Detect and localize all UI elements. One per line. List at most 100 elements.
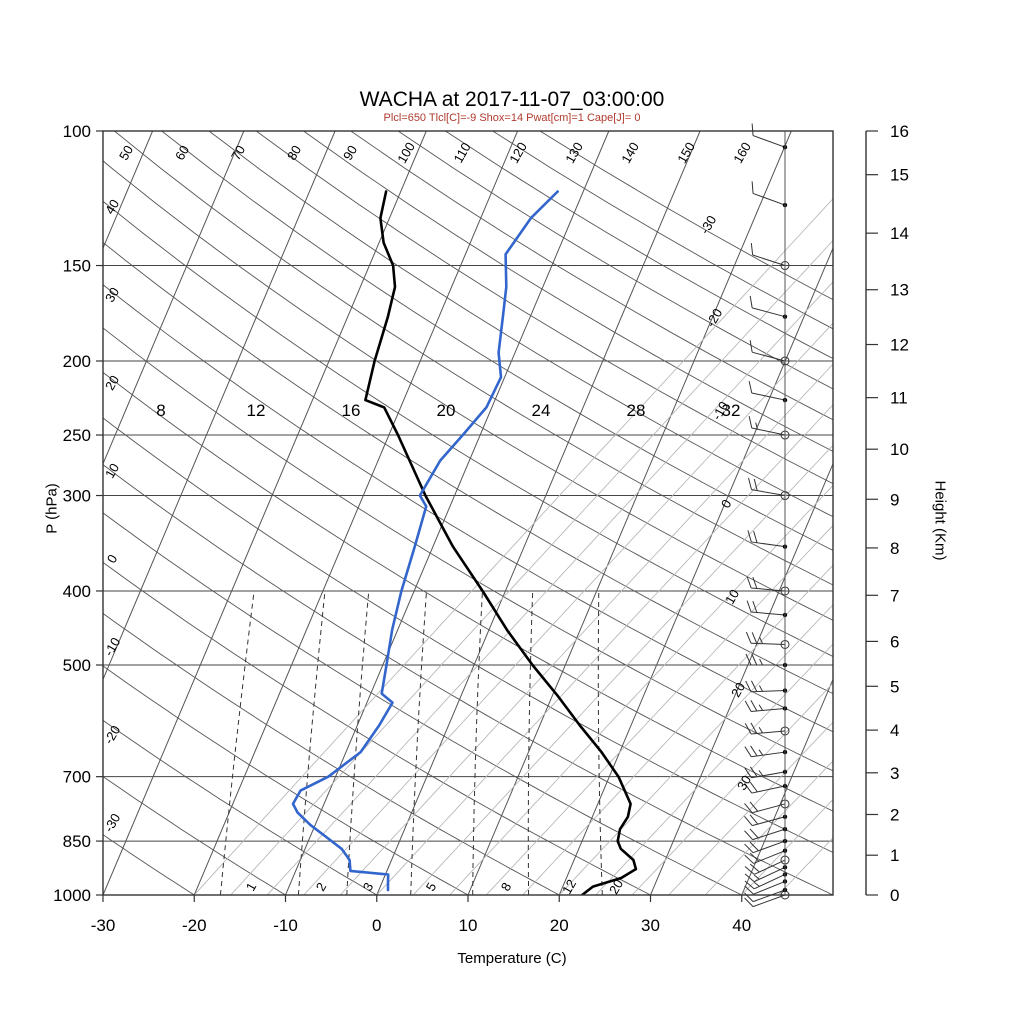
height-tick-label: 10 <box>890 440 909 459</box>
wind-barb <box>744 890 790 908</box>
sounding-indices-subtitle: Plcl=650 Tlcl[C]=-9 Shox=14 Pwat[cm]=1 C… <box>383 112 641 124</box>
height-tick-label: 4 <box>890 721 899 740</box>
wind-barb <box>751 181 788 208</box>
moist-adiabat-label: 32 <box>722 401 741 420</box>
wind-barb <box>747 530 788 549</box>
wind-barb <box>745 631 790 649</box>
height-tick-label: 1 <box>890 846 899 865</box>
temperature-tick-label: -10 <box>273 916 298 935</box>
dry-adiabat-left-label: -20 <box>101 723 123 747</box>
moist-adiabat-label: 20 <box>437 401 456 420</box>
moist-adiabat-label: 12 <box>247 401 266 420</box>
mixing-ratio-label: 2 <box>313 880 330 894</box>
wind-barb <box>744 745 788 758</box>
height-tick-label: 11 <box>890 389 908 408</box>
wind-barb <box>744 855 790 875</box>
height-tick-label: 9 <box>890 490 899 509</box>
temperature-profile-curve <box>364 190 638 895</box>
mixing-ratio-label: 5 <box>423 880 440 894</box>
dry-adiabat-left-label: 30 <box>102 285 122 305</box>
temperature-tick-label: -30 <box>91 916 116 935</box>
isotherm-right-label: -20 <box>703 306 725 330</box>
dewpoint-profile-curve <box>291 190 559 892</box>
dry-adiabat-top-label: 130 <box>562 140 586 166</box>
moist-adiabat-label: 8 <box>156 401 165 420</box>
height-tick-label: 7 <box>890 586 899 605</box>
dry-adiabat-top-label: 60 <box>172 143 192 163</box>
dry-adiabat-left-label: 20 <box>102 373 122 393</box>
profile-curve-layer <box>291 190 638 895</box>
wind-barb <box>744 865 788 883</box>
dry-adiabat-top-label: 160 <box>730 140 754 166</box>
pressure-tick-label: 250 <box>63 426 91 445</box>
wind-barb <box>746 600 788 618</box>
dry-adiabat-top-label: 50 <box>116 143 136 163</box>
height-tick-label: 13 <box>890 281 909 300</box>
pressure-tick-label: 150 <box>63 257 91 276</box>
wind-barb <box>744 766 788 779</box>
height-tick-label: 16 <box>890 122 909 141</box>
wind-barb <box>744 838 788 854</box>
dry-adiabat-top-label: 80 <box>284 143 304 163</box>
pressure-tick-label: 1000 <box>53 886 91 905</box>
mixing-ratio-label: 20 <box>606 877 626 897</box>
mixing-ratio-label: 8 <box>498 880 515 894</box>
mixing-ratio-label: 1 <box>243 880 260 894</box>
mixing-ratio-label: 3 <box>360 880 377 894</box>
wind-barb <box>745 653 788 668</box>
pressure-tick-label: 850 <box>63 832 91 851</box>
temperature-tick-label: 10 <box>459 916 478 935</box>
dry-adiabat-top-label: 100 <box>394 140 418 166</box>
dry-adiabat-left-label: 40 <box>102 197 122 217</box>
height-tick-label: 14 <box>890 224 909 243</box>
height-tick-label: 0 <box>890 886 899 905</box>
isotherm-right-label: 30 <box>734 773 754 793</box>
dry-adiabat-top-label: 70 <box>228 143 248 163</box>
moist-adiabat-label: 24 <box>532 401 551 420</box>
height-tick-label: 5 <box>890 677 899 696</box>
dry-adiabat-left-label: -30 <box>101 811 123 835</box>
temperature-tick-label: 30 <box>641 916 660 935</box>
height-tick-label: 2 <box>890 805 899 824</box>
grid-label-layer: 50 60 70 80 90 100 110 120 130 140 150 160403020100… <box>101 140 754 897</box>
page-title: WACHA at 2017-11-07_03:00:00 <box>359 88 665 111</box>
wind-barb <box>744 799 790 814</box>
dry-adiabat-top-label: 90 <box>340 143 360 163</box>
pressure-tick-label: 500 <box>63 656 91 675</box>
height-tick-label: 12 <box>890 336 909 355</box>
dry-adiabat-top-label: 110 <box>450 140 473 165</box>
isotherm-right-label: 20 <box>728 680 748 700</box>
moist-adiabat-label: 28 <box>627 401 646 420</box>
temperature-tick-label: 20 <box>550 916 569 935</box>
dry-adiabat-top-label: 120 <box>506 140 530 166</box>
pressure-tick-label: 100 <box>63 122 91 141</box>
wind-barb <box>748 381 788 403</box>
pressure-tick-label: 400 <box>63 582 91 601</box>
wind-barb <box>749 295 788 319</box>
isotherm-right-label: -30 <box>697 213 719 237</box>
height-tick-label: 6 <box>890 632 899 651</box>
wind-barb <box>744 872 788 890</box>
dry-adiabat-left-label: 0 <box>104 552 121 566</box>
moist-adiabat-label: 16 <box>342 401 361 420</box>
height-tick-label: 8 <box>890 539 899 558</box>
pressure-tick-label: 300 <box>63 487 91 506</box>
isotherm-right-label: 10 <box>722 587 742 607</box>
temperature-tick-label: 0 <box>372 916 381 935</box>
dry-adiabat-top-label: 140 <box>618 140 642 166</box>
isotherm-right-label: 0 <box>718 497 735 511</box>
pressure-tick-label: 200 <box>63 352 91 371</box>
grid-layer <box>103 131 833 895</box>
dry-adiabat-left-label: 10 <box>102 461 122 481</box>
temperature-axis-label: Temperature (C) <box>457 950 567 967</box>
height-tick-label: 3 <box>890 764 899 783</box>
wind-barb <box>744 722 790 736</box>
wind-barb-layer <box>744 123 790 908</box>
temperature-tick-label: 40 <box>732 916 751 935</box>
wind-barb <box>751 123 788 150</box>
pressure-tick-label: 700 <box>63 768 91 787</box>
temperature-tick-label: -20 <box>182 916 207 935</box>
height-tick-label: 15 <box>890 166 909 185</box>
